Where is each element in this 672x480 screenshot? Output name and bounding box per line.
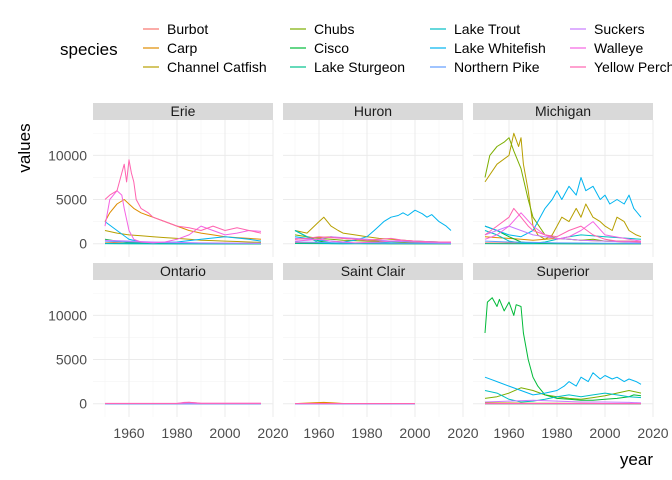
series-line-cisco [484, 297, 642, 401]
series-line-lake-whitefish [104, 221, 262, 244]
legend-item-lake-sturgeon: Lake Sturgeon [290, 59, 405, 75]
x-tick-label: 1960 [303, 425, 334, 441]
x-tick-label: 1980 [351, 425, 382, 441]
panel-superior: Superior 1960 1980 2000 2020 [473, 263, 669, 441]
series-line-walleye [104, 190, 262, 244]
legend-label-lake-sturgeon: Lake Sturgeon [314, 59, 405, 75]
panel-ontario: Ontario 0 5000 10000 1960 1980 2000 2020 [48, 263, 289, 441]
series-line-chubs [484, 387, 642, 400]
legend-item-suckers: Suckers [570, 21, 645, 37]
x-tick-label: 1960 [113, 425, 144, 441]
series-line-yellow-perch [104, 159, 262, 234]
facet-strip [473, 263, 653, 280]
facet-label: Saint Clair [341, 263, 406, 279]
y-tick-label: 10000 [48, 307, 87, 323]
y-tick-label: 5000 [56, 192, 87, 208]
x-tick-label: 1980 [541, 425, 572, 441]
facet-strip [93, 103, 273, 120]
series-line-lake-whitefish [484, 372, 642, 396]
x-axis-title: year [620, 450, 653, 469]
series-line-yellow-perch [484, 207, 642, 243]
legend-label-suckers: Suckers [594, 21, 645, 37]
facet-label: Superior [537, 263, 590, 279]
legend-item-cisco: Cisco [290, 40, 349, 56]
series-line-lake-trout [484, 390, 642, 403]
series-line-northern-pike [484, 240, 642, 244]
facet-strip [93, 263, 273, 280]
series-line-suckers [104, 239, 262, 244]
legend-item-burbot: Burbot [143, 21, 208, 37]
legend-label-channel-catfish: Channel Catfish [167, 59, 267, 75]
series-line-yellow-perch [105, 401, 261, 404]
x-tick-label: 1980 [161, 425, 192, 441]
panel-saint-clair: Saint Clair 1960 1980 2000 2020 [283, 263, 479, 441]
x-tick-label: 2020 [257, 425, 288, 441]
legend-label-lake-whitefish: Lake Whitefish [454, 40, 546, 56]
x-tick-label: 2000 [589, 425, 620, 441]
facet-label: Ontario [160, 263, 206, 279]
x-tick-label: 1960 [493, 425, 524, 441]
x-tick-label: 2020 [447, 425, 478, 441]
y-tick-label: 10000 [48, 147, 87, 163]
x-tick-label: 2000 [399, 425, 430, 441]
legend: species Burbot Carp Channel Catfish Chubs Ci… [60, 21, 672, 75]
y-tick-label: 0 [79, 396, 87, 412]
panel-huron: Huron [283, 103, 464, 257]
legend-label-northern-pike: Northern Pike [454, 59, 540, 75]
legend-label-walleye: Walleye [594, 40, 643, 56]
facet-panels: Erie 0 5000 10000 Huron Michigan Ontario 0 5000 1… [48, 103, 669, 441]
legend-label-lake-trout: Lake Trout [454, 21, 520, 37]
facet-strip [283, 263, 463, 280]
x-tick-label: 2020 [637, 425, 668, 441]
facet-label: Huron [354, 103, 392, 119]
series-line-yellow-perch [294, 236, 451, 243]
series-line-northern-pike [294, 241, 452, 244]
legend-label-yellow-perch: Yellow Perch [594, 59, 672, 75]
legend-item-lake-whitefish: Lake Whitefish [430, 40, 546, 56]
series-line-lake-whitefish [484, 177, 642, 238]
legend-item-walleye: Walleye [570, 40, 643, 56]
panel-michigan: Michigan [473, 103, 654, 257]
legend-item-yellow-perch: Yellow Perch [570, 59, 672, 75]
legend-item-carp: Carp [143, 40, 198, 56]
series-line-lake-trout [484, 230, 642, 244]
series-line-suckers [484, 399, 642, 404]
legend-item-northern-pike: Northern Pike [430, 59, 540, 75]
y-axis-title: values [15, 123, 34, 172]
series-line-channel-catfish [484, 132, 642, 240]
facet-strip [283, 103, 463, 120]
series-line-walleye [484, 212, 642, 242]
facet-label: Michigan [535, 103, 591, 119]
legend-item-lake-trout: Lake Trout [430, 21, 520, 37]
legend-title: species [60, 40, 118, 59]
facet-strip [473, 103, 653, 120]
y-tick-label: 0 [79, 236, 87, 252]
legend-label-cisco: Cisco [314, 40, 349, 56]
legend-label-chubs: Chubs [314, 21, 354, 37]
panel-erie: Erie 0 5000 10000 [48, 103, 274, 257]
legend-label-burbot: Burbot [167, 21, 208, 37]
y-tick-label: 5000 [56, 352, 87, 368]
legend-item-channel-catfish: Channel Catfish [143, 59, 267, 75]
facet-label: Erie [171, 103, 196, 119]
x-tick-label: 2000 [209, 425, 240, 441]
legend-label-carp: Carp [167, 40, 198, 56]
legend-item-chubs: Chubs [290, 21, 354, 37]
